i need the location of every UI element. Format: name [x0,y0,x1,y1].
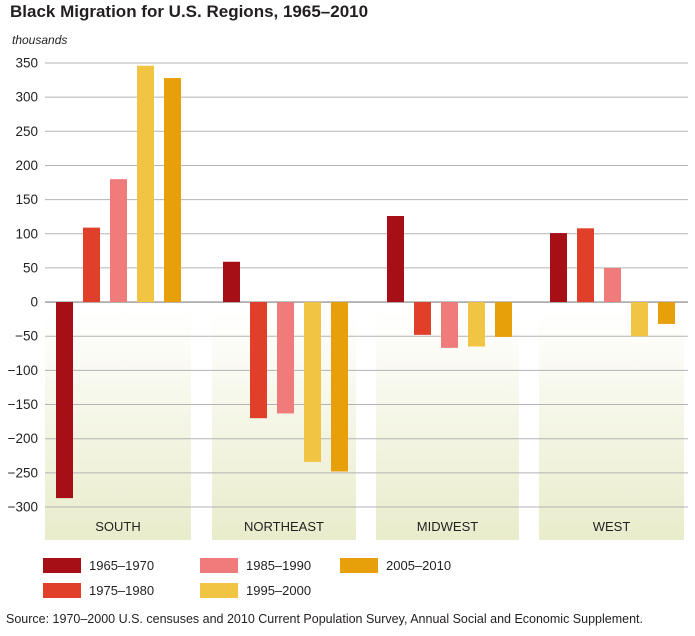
bar-midwest-series-1 [387,216,404,303]
chart-title: Black Migration for U.S. Regions, 1965–2… [10,2,369,21]
category-label: NORTHEAST [244,519,324,534]
bar-west-series-1 [550,233,567,303]
category-panel [376,310,519,540]
bar-west-series-3 [604,267,621,303]
bar-west-series-2 [577,228,594,303]
bar-south-series-2 [83,227,100,303]
bar-midwest-series-5 [495,302,512,337]
y-tick-label: 100 [15,226,38,241]
bar-northeast-series-3 [277,302,294,414]
category-label: WEST [593,519,631,534]
y-tick-label: 250 [15,124,38,139]
source-note: Source: 1970–2000 U.S. censuses and 2010… [6,612,643,626]
y-tick-label: 0 [30,295,38,310]
y-tick-label: 300 [15,90,38,105]
bar-northeast-series-4 [304,302,321,462]
bar-south-series-5 [164,78,181,303]
bar-midwest-series-2 [414,302,431,335]
y-tick-label: −100 [8,363,38,378]
bar-south-series-4 [137,65,154,303]
category-label: SOUTH [95,519,141,534]
y-tick-label: −150 [8,397,38,412]
category-panel [539,310,684,540]
bar-west-series-4 [631,302,648,337]
y-tick-label: −300 [8,500,38,515]
bar-northeast-series-1 [223,261,240,303]
bar-west-series-5 [658,302,675,324]
bar-south-series-1 [56,302,73,499]
bar-south-series-3 [110,179,127,303]
bar-midwest-series-3 [441,302,458,348]
y-tick-label: −200 [8,431,38,446]
bar-midwest-series-4 [468,302,485,347]
y-tick-label: 200 [15,158,38,173]
y-tick-label: −50 [15,329,38,344]
bar-northeast-series-5 [331,302,348,472]
category-label: MIDWEST [417,519,478,534]
bar-northeast-series-2 [250,302,267,419]
y-tick-label: 150 [15,192,38,207]
y-axis-unit-label: thousands [12,33,68,47]
y-tick-label: 350 [15,56,38,71]
y-tick-label: −250 [8,465,38,480]
y-tick-label: 50 [23,260,38,275]
